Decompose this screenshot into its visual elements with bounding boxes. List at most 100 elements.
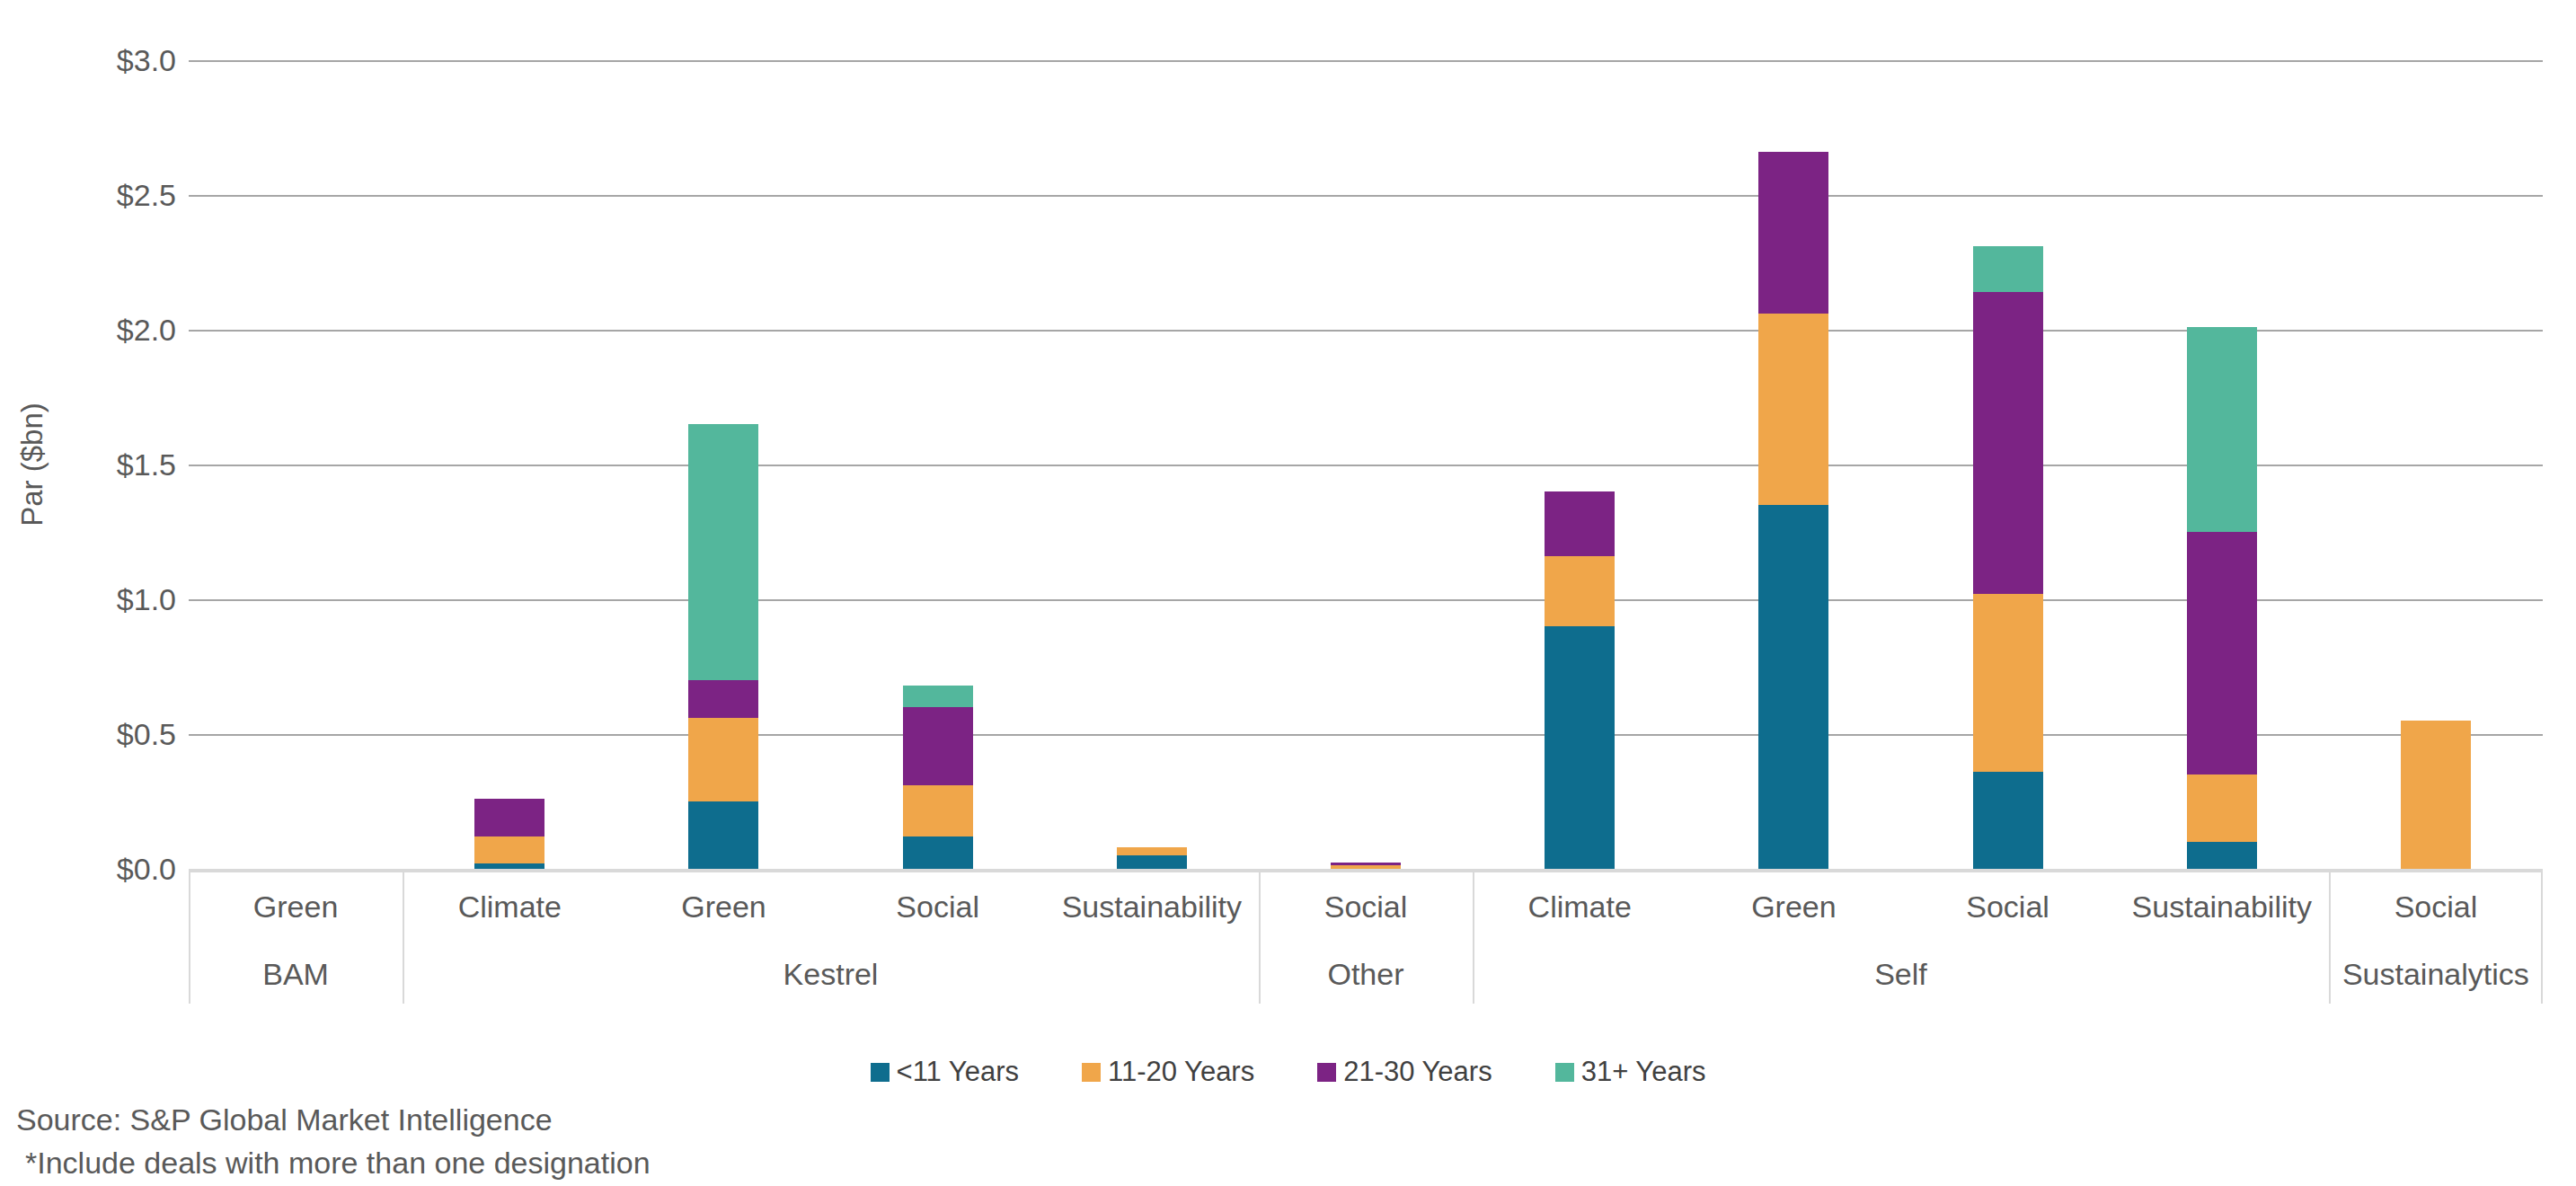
bar-segment-11-20-years[interactable]: [1331, 865, 1401, 870]
legend-label: 11-20 Years: [1108, 1056, 1254, 1088]
source-text: Source: S&P Global Market Intelligence: [16, 1098, 651, 1141]
bar-stack[interactable]: [1545, 491, 1615, 869]
axis-divider: [189, 869, 190, 1004]
bar-segment-11-20-years[interactable]: [1758, 314, 1828, 505]
group-label-row: BAMKestrelOtherSelfSustainalytics: [189, 944, 2543, 1004]
bar-stack[interactable]: [1973, 246, 2043, 869]
legend-label: 21-30 Years: [1343, 1056, 1492, 1088]
legend-swatch-icon: [871, 1063, 890, 1082]
x-axis: GreenClimateGreenSocialSustainabilitySoc…: [189, 869, 2543, 1004]
bar-stack[interactable]: [1117, 847, 1187, 869]
x-category-label: Green: [189, 869, 403, 944]
bars-row: [189, 60, 2543, 869]
x-group-label-bam: BAM: [189, 944, 403, 1004]
bar-segment-21-30-years[interactable]: [2187, 532, 2257, 774]
bar-segment-<11-years[interactable]: [903, 836, 973, 869]
bar-segment-11-20-years[interactable]: [688, 718, 758, 801]
bar-stack[interactable]: [688, 424, 758, 869]
axis-divider: [403, 869, 404, 1004]
legend-swatch-icon: [1555, 1063, 1574, 1082]
bar-segment-31+-years[interactable]: [2187, 327, 2257, 532]
bar-slot-green: [616, 60, 830, 869]
bar-slot-green: [1686, 60, 1900, 869]
x-category-label: Social: [1259, 869, 1473, 944]
legend-label: 31+ Years: [1581, 1056, 1706, 1088]
x-group-label-self: Self: [1473, 944, 2329, 1004]
bar-segment-31+-years[interactable]: [903, 686, 973, 707]
y-tick-label: $2.5: [0, 180, 176, 210]
y-tick-label: $1.5: [0, 449, 176, 480]
y-tick-label: $0.5: [0, 719, 176, 749]
bar-stack[interactable]: [2187, 327, 2257, 869]
bar-segment-21-30-years[interactable]: [1758, 152, 1828, 314]
bar-slot-social: [2329, 60, 2543, 869]
x-category-label: Social: [831, 869, 1045, 944]
y-tick-label: $2.0: [0, 314, 176, 345]
legend-item-<11-years[interactable]: <11 Years: [871, 1056, 1019, 1088]
legend-item-11-20-years[interactable]: 11-20 Years: [1082, 1056, 1254, 1088]
x-category-label: Climate: [403, 869, 616, 944]
bar-segment-11-20-years[interactable]: [2187, 774, 2257, 842]
bar-segment-31+-years[interactable]: [688, 424, 758, 680]
category-label-row: GreenClimateGreenSocialSustainabilitySoc…: [189, 869, 2543, 944]
axis-divider: [2329, 869, 2331, 1004]
legend-label: <11 Years: [897, 1056, 1019, 1088]
stacked-bar-chart: Par ($bn) $3.0$2.5$2.0$1.5$1.0$0.5$0.0 G…: [0, 0, 2576, 1186]
bar-stack[interactable]: [1331, 863, 1401, 869]
bar-segment-21-30-years[interactable]: [688, 680, 758, 718]
legend-swatch-icon: [1317, 1063, 1336, 1082]
legend-item-31+-years[interactable]: 31+ Years: [1555, 1056, 1706, 1088]
x-category-label: Climate: [1473, 869, 1686, 944]
bar-segment-11-20-years[interactable]: [474, 836, 544, 863]
legend: <11 Years 11-20 Years 21-30 Years 31+ Years: [0, 1056, 2576, 1088]
bar-segment-11-20-years[interactable]: [1117, 847, 1187, 855]
x-category-label: Sustainability: [2115, 869, 2329, 944]
y-tick-label: $1.0: [0, 584, 176, 615]
x-category-label: Social: [2329, 869, 2543, 944]
bar-segment-21-30-years[interactable]: [474, 799, 544, 836]
x-group-label-other: Other: [1259, 944, 1473, 1004]
bar-segment-<11-years[interactable]: [1117, 855, 1187, 869]
bar-slot-social: [831, 60, 1045, 869]
bar-stack[interactable]: [1758, 152, 1828, 869]
bar-segment-<11-years[interactable]: [1758, 505, 1828, 869]
bar-segment-11-20-years[interactable]: [2401, 721, 2471, 869]
x-group-label-sustainalytics: Sustainalytics: [2329, 944, 2543, 1004]
footnote-text: *Include deals with more than one design…: [16, 1141, 651, 1184]
bar-segment-11-20-years[interactable]: [1545, 556, 1615, 626]
bar-segment-21-30-years[interactable]: [1973, 292, 2043, 594]
bar-segment-21-30-years[interactable]: [903, 707, 973, 785]
legend-swatch-icon: [1082, 1063, 1101, 1082]
legend-item-21-30-years[interactable]: 21-30 Years: [1317, 1056, 1492, 1088]
bar-segment-<11-years[interactable]: [474, 863, 544, 869]
bar-segment-31+-years[interactable]: [1973, 246, 2043, 292]
x-category-label: Green: [1686, 869, 1900, 944]
bar-stack[interactable]: [903, 686, 973, 869]
bar-segment-<11-years[interactable]: [2187, 842, 2257, 869]
axis-divider: [2541, 869, 2543, 1004]
bar-segment-<11-years[interactable]: [1973, 772, 2043, 869]
axis-divider: [1473, 869, 1474, 1004]
plot-area: [189, 60, 2543, 869]
bar-slot-social: [1259, 60, 1473, 869]
bar-segment-<11-years[interactable]: [688, 801, 758, 869]
axis-divider: [1259, 869, 1261, 1004]
y-tick-label: $3.0: [0, 45, 176, 75]
bar-stack[interactable]: [2401, 721, 2471, 869]
bar-stack[interactable]: [474, 799, 544, 869]
x-category-label: Social: [1901, 869, 2115, 944]
bar-segment-21-30-years[interactable]: [1545, 491, 1615, 556]
x-category-label: Sustainability: [1045, 869, 1259, 944]
bar-segment-<11-years[interactable]: [1545, 626, 1615, 869]
bar-segment-11-20-years[interactable]: [903, 785, 973, 836]
source-block: Source: S&P Global Market Intelligence *…: [16, 1098, 651, 1184]
bar-slot-sustainability: [2115, 60, 2329, 869]
y-tick-label: $0.0: [0, 854, 176, 884]
x-category-label: Green: [616, 869, 830, 944]
bar-slot-social: [1901, 60, 2115, 869]
x-group-label-kestrel: Kestrel: [403, 944, 1259, 1004]
bar-segment-11-20-years[interactable]: [1973, 594, 2043, 772]
bar-slot-green: [189, 60, 403, 869]
bar-slot-climate: [1473, 60, 1686, 869]
bar-slot-sustainability: [1045, 60, 1259, 869]
